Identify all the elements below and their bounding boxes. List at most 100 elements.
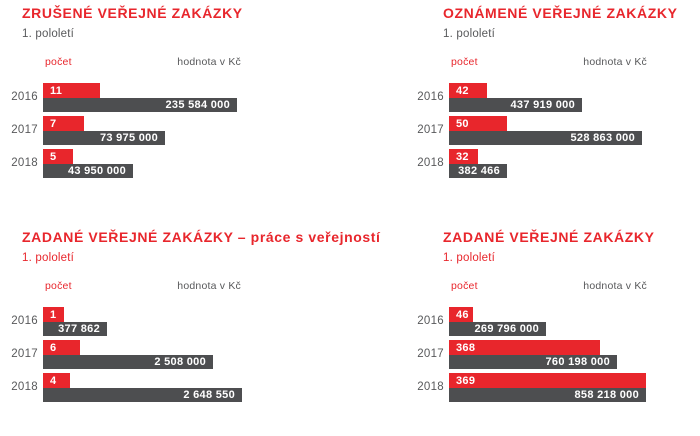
value-text: 377 862 [58,323,100,335]
year-label: 2016 [11,315,38,327]
value-bar: 2 648 550 [43,388,242,402]
count-value: 42 [456,84,469,97]
chart-legend: počet hodnota v Kč [43,280,241,292]
legend-count-label: počet [451,56,478,68]
value-bar: 269 796 000 [449,322,546,336]
legend-value-label: hodnota v Kč [177,56,241,68]
chart-title: ZADANÉ VEŘEJNÉ ZAKÁZKY – práce s veřejno… [22,229,381,245]
value-text: 437 919 000 [510,99,575,111]
count-value: 5 [50,150,57,163]
chart-title: ZADANÉ VEŘEJNÉ ZAKÁZKY [443,229,655,245]
year-label: 2017 [11,124,38,136]
chart-title: OZNÁMENÉ VEŘEJNÉ ZAKÁZKY [443,5,678,21]
count-bar: 6 [43,340,80,355]
count-bar: 4 [43,373,70,388]
chart-legend: počet hodnota v Kč [449,280,647,292]
year-label: 2016 [417,91,444,103]
procurement-infographic: { "colors": { "accent_red": "#e8262c", "… [0,0,700,402]
chart-legend: počet hodnota v Kč [449,56,647,68]
panel-oznamene-verejne-zakazky: OZNÁMENÉ VEŘEJNÉ ZAKÁZKY 1. pololetí poč… [350,0,700,212]
count-bar: 32 [449,149,478,164]
chart-row: 2017 7 73 975 000 [11,116,298,145]
chart-rows: 2016 11 235 584 000 2017 7 73 975 000 2018 5 43 … [11,83,298,182]
count-bar: 369 [449,373,646,388]
count-value: 32 [456,150,469,163]
legend-count-label: počet [45,280,72,292]
chart-row: 2018 4 2 648 550 [11,373,298,402]
count-bar: 50 [449,116,507,131]
count-value: 7 [50,117,57,130]
count-bar: 368 [449,340,600,355]
count-value: 4 [50,374,57,387]
chart-row: 2018 32 382 466 [417,149,700,178]
chart-row: 2017 368 760 198 000 [417,340,700,369]
year-label: 2018 [11,381,38,393]
chart-row: 2017 50 528 863 000 [417,116,700,145]
chart-row: 2016 11 235 584 000 [11,83,298,112]
chart-subtitle: 1. pololetí [443,28,496,40]
value-text: 2 508 000 [154,356,206,368]
count-bar: 5 [43,149,73,164]
year-label: 2016 [417,315,444,327]
chart-title: ZRUŠENÉ VEŘEJNÉ ZAKÁZKY [22,5,243,21]
value-bar: 437 919 000 [449,98,582,112]
value-text: 858 218 000 [574,389,639,401]
chart-row: 2018 5 43 950 000 [11,149,298,178]
chart-row: 2018 369 858 218 000 [417,373,700,402]
panel-zadane-verejne-zakazky-prace-s-verejnosti: ZADANÉ VEŘEJNÉ ZAKÁZKY – práce s veřejno… [0,224,380,436]
count-value: 6 [50,341,57,354]
value-bar: 73 975 000 [43,131,165,145]
count-bar: 46 [449,307,473,322]
chart-rows: 2016 46 269 796 000 2017 368 760 198 000 2018 3… [417,307,700,406]
value-text: 528 863 000 [570,132,635,144]
count-bar: 11 [43,83,100,98]
year-label: 2018 [11,157,38,169]
year-label: 2017 [11,348,38,360]
count-value: 50 [456,117,469,130]
chart-row: 2016 42 437 919 000 [417,83,700,112]
legend-value-label: hodnota v Kč [177,280,241,292]
legend-value-label: hodnota v Kč [583,56,647,68]
year-label: 2016 [11,91,38,103]
legend-count-label: počet [45,56,72,68]
count-value: 368 [456,341,476,354]
count-bar: 1 [43,307,64,322]
count-bar: 7 [43,116,84,131]
chart-row: 2017 6 2 508 000 [11,340,298,369]
value-bar: 858 218 000 [449,388,646,402]
chart-subtitle: 1. pololetí [22,28,75,40]
count-value: 1 [50,308,57,321]
chart-legend: počet hodnota v Kč [43,56,241,68]
value-text: 235 584 000 [165,99,230,111]
value-text: 760 198 000 [545,356,610,368]
count-value: 46 [456,308,469,321]
year-label: 2017 [417,124,444,136]
value-text: 269 796 000 [474,323,539,335]
value-text: 43 950 000 [67,165,126,177]
count-value: 11 [50,84,63,97]
value-text: 382 466 [458,165,500,177]
value-bar: 382 466 [449,164,507,178]
chart-subtitle: 1. pololetí [22,252,75,264]
year-label: 2018 [417,381,444,393]
value-text: 2 648 550 [183,389,235,401]
count-value: 369 [456,374,476,387]
year-label: 2017 [417,348,444,360]
count-bar: 42 [449,83,487,98]
chart-row: 2016 1 377 862 [11,307,298,336]
value-text: 73 975 000 [99,132,158,144]
value-bar: 377 862 [43,322,107,336]
legend-value-label: hodnota v Kč [583,280,647,292]
value-bar: 235 584 000 [43,98,237,112]
panel-zrusene-verejne-zakazky: ZRUŠENÉ VEŘEJNÉ ZAKÁZKY 1. pololetí poče… [0,0,350,212]
value-bar: 2 508 000 [43,355,213,369]
chart-rows: 2016 1 377 862 2017 6 2 508 000 2018 4 2 648 550 [11,307,298,406]
chart-subtitle: 1. pololetí [443,252,496,264]
panel-zadane-verejne-zakazky: ZADANÉ VEŘEJNÉ ZAKÁZKY 1. pololetí počet… [350,224,700,436]
value-bar: 43 950 000 [43,164,133,178]
year-label: 2018 [417,157,444,169]
legend-count-label: počet [451,280,478,292]
value-bar: 760 198 000 [449,355,617,369]
chart-row: 2016 46 269 796 000 [417,307,700,336]
value-bar: 528 863 000 [449,131,642,145]
